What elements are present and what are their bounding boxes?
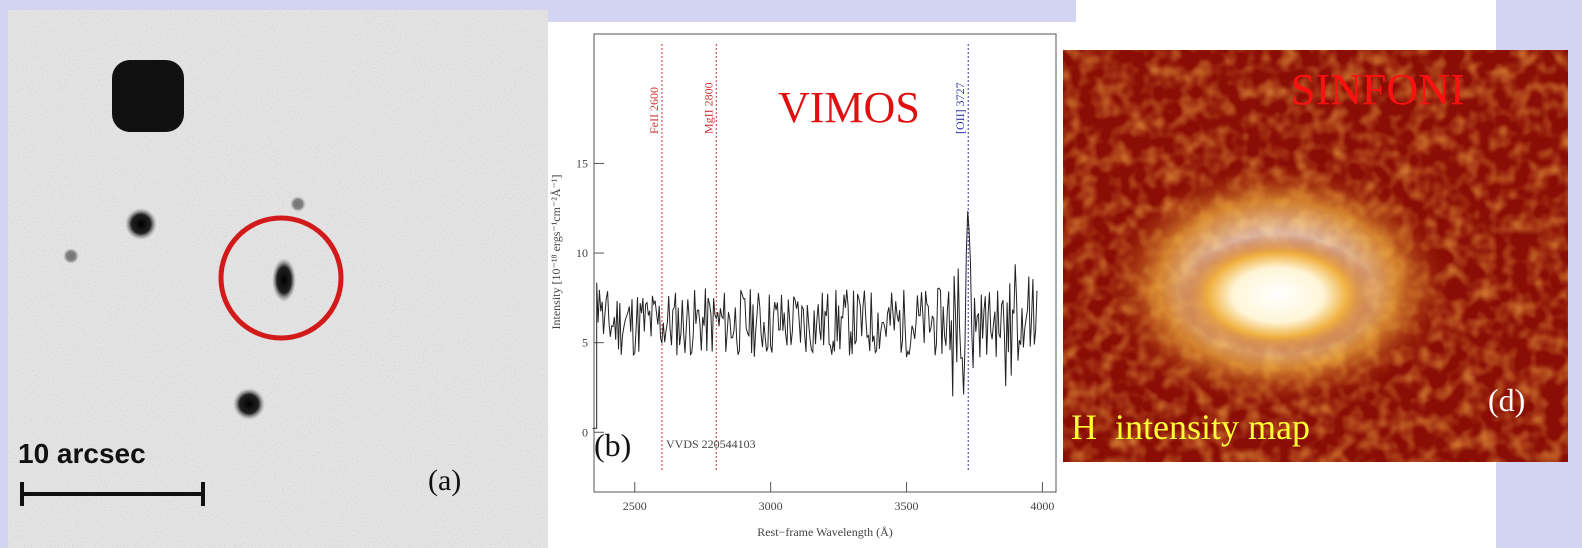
panel-a-sky-image: 10 arcsec (a): [8, 10, 548, 548]
line-marker-label: FeII 2600: [647, 87, 661, 134]
panel-letter-b: (b): [594, 427, 632, 463]
sky-image: [8, 10, 548, 548]
x-tick-label: 3500: [895, 499, 919, 513]
y-tick-label: 10: [576, 246, 588, 260]
intensity-map: [1063, 50, 1568, 462]
x-tick-label: 2500: [623, 499, 647, 513]
y-axis-label: Intensity [10⁻¹⁸ ergs⁻¹cm⁻²Å⁻¹]: [549, 174, 563, 329]
panel-c-intensity-map: SINFONI H intensity map: [1063, 50, 1568, 462]
target-circle: [218, 215, 344, 341]
background-strip: [0, 0, 1582, 10]
spectrum-line: [592, 211, 1038, 429]
y-tick-label: 15: [576, 156, 588, 170]
scale-label: 10 arcsec: [18, 438, 146, 469]
bright-star: [112, 60, 184, 132]
sinfoni-title: SINFONI: [1291, 65, 1465, 114]
faint-star: [290, 196, 306, 212]
emission-core: [1178, 235, 1378, 355]
star: [233, 388, 265, 420]
x-axis-label: Rest−frame Wavelength (Å): [757, 525, 893, 539]
plot-frame: [593, 33, 1057, 493]
y-tick-label: 5: [582, 336, 588, 350]
x-tick-label: 4000: [1030, 499, 1054, 513]
target-galaxy: [272, 258, 296, 302]
object-id: VVDS 220544103: [666, 437, 756, 451]
line-marker-label: [OII] 3727: [953, 82, 967, 134]
faint-star: [63, 248, 79, 264]
x-tick-label: 3000: [759, 499, 783, 513]
spectrum-chart: 2500 3000 3500 4000 0 5 10 15 FeII 2600 MgII 280…: [549, 33, 1057, 539]
vimos-title: VIMOS: [778, 83, 920, 132]
panel-letter-d: (d): [1488, 382, 1526, 418]
y-tick-label: 0: [582, 425, 588, 439]
panel-letter-a: (a): [428, 464, 462, 497]
star: [125, 208, 157, 240]
map-subtitle: H intensity map: [1071, 407, 1310, 447]
panel-b-spectrum: 2500 3000 3500 4000 0 5 10 15 FeII 2600 MgII 280…: [548, 22, 1076, 548]
line-marker-label: MgII 2800: [701, 82, 715, 134]
